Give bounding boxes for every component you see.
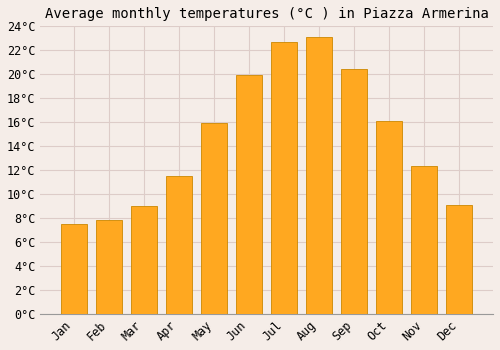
Bar xyxy=(411,167,438,314)
Bar xyxy=(61,224,87,314)
Bar xyxy=(131,206,157,314)
Bar xyxy=(446,205,472,314)
Bar xyxy=(236,75,262,314)
Bar xyxy=(306,37,332,314)
Bar xyxy=(166,176,192,314)
Bar xyxy=(201,123,228,314)
Bar xyxy=(376,121,402,314)
Bar xyxy=(271,42,297,314)
Bar xyxy=(341,69,367,314)
Title: Average monthly temperatures (°C ) in Piazza Armerina: Average monthly temperatures (°C ) in Pi… xyxy=(44,7,488,21)
Bar xyxy=(96,220,122,314)
